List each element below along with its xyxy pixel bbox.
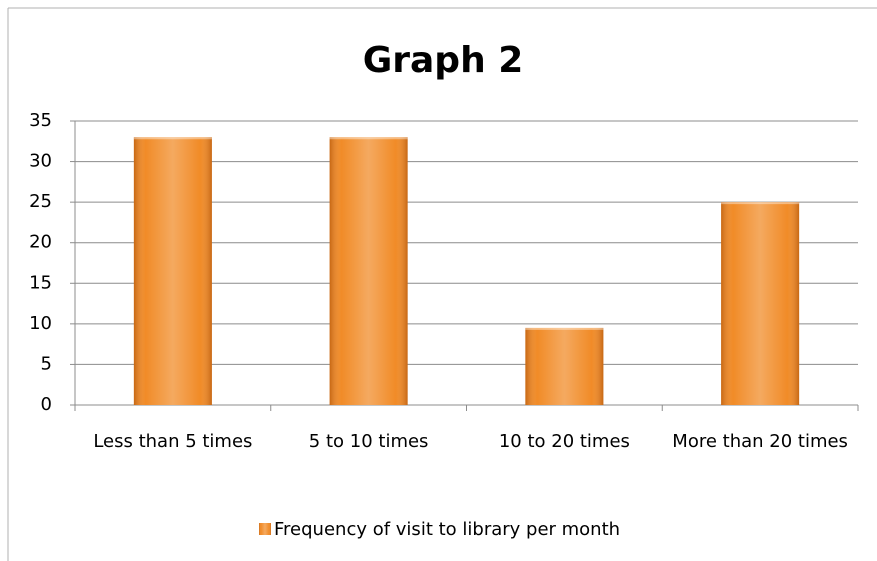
- x-tick-label: 5 to 10 times: [308, 431, 429, 452]
- y-tick-label: 30: [29, 151, 52, 172]
- y-tick-label: 10: [29, 313, 52, 334]
- x-tick-label: Less than 5 times: [93, 431, 253, 452]
- y-tick-label: 15: [29, 272, 52, 293]
- y-tick-label: 0: [41, 394, 52, 415]
- legend-swatch-shade: [259, 523, 271, 535]
- legend-label: Frequency of visit to library per month: [274, 519, 620, 540]
- bar-shade: [133, 137, 212, 405]
- bar-shade: [329, 137, 408, 405]
- bar-shade: [525, 327, 604, 405]
- y-tick-label: 25: [29, 191, 52, 212]
- bar-shade: [721, 202, 800, 405]
- x-tick-label: More than 20 times: [672, 431, 848, 452]
- y-tick-label: 5: [41, 353, 52, 374]
- chart-title: Graph 2: [363, 40, 524, 81]
- y-tick-label: 35: [29, 110, 52, 131]
- y-tick-label: 20: [29, 232, 52, 253]
- x-tick-label: 10 to 20 times: [498, 431, 630, 452]
